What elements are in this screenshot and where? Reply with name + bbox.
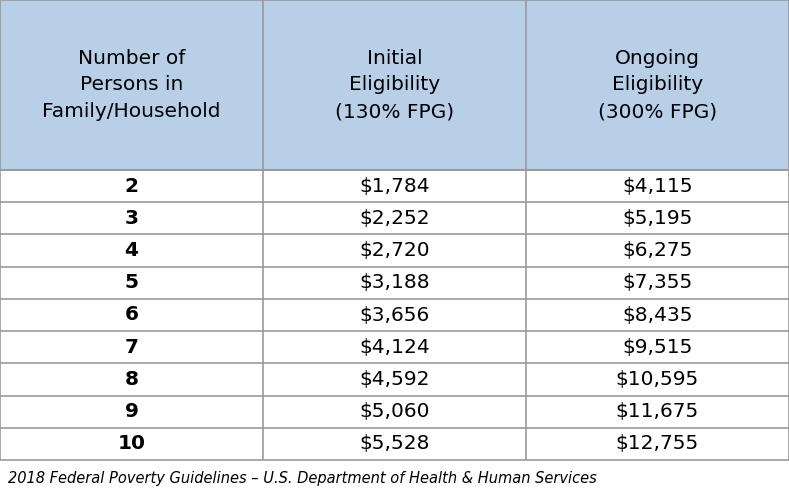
Bar bbox=[526, 202, 789, 235]
Bar bbox=[263, 299, 526, 331]
Text: $9,515: $9,515 bbox=[623, 338, 693, 357]
Bar bbox=[526, 331, 789, 364]
Text: $4,124: $4,124 bbox=[359, 338, 430, 357]
Bar bbox=[526, 235, 789, 267]
Bar bbox=[0, 170, 263, 202]
Text: 7: 7 bbox=[125, 338, 139, 357]
Text: $1,784: $1,784 bbox=[359, 177, 430, 195]
Bar bbox=[0, 299, 263, 331]
Text: $11,675: $11,675 bbox=[616, 402, 699, 421]
Text: 6: 6 bbox=[125, 306, 139, 324]
Text: $2,252: $2,252 bbox=[359, 209, 430, 228]
Text: 4: 4 bbox=[125, 241, 139, 260]
Text: 10: 10 bbox=[118, 434, 145, 453]
Text: $12,755: $12,755 bbox=[616, 434, 699, 453]
Text: 2: 2 bbox=[125, 177, 139, 195]
Bar bbox=[0, 0, 263, 170]
Text: 5: 5 bbox=[125, 273, 139, 292]
Bar bbox=[526, 428, 789, 460]
Bar bbox=[263, 331, 526, 364]
Bar bbox=[263, 428, 526, 460]
Bar bbox=[263, 170, 526, 202]
Bar bbox=[263, 235, 526, 267]
Text: $8,435: $8,435 bbox=[623, 306, 693, 324]
Text: $4,115: $4,115 bbox=[623, 177, 693, 195]
Text: $3,188: $3,188 bbox=[359, 273, 430, 292]
Bar bbox=[263, 0, 526, 170]
Bar bbox=[263, 202, 526, 235]
Bar bbox=[0, 331, 263, 364]
Text: $6,275: $6,275 bbox=[623, 241, 693, 260]
Text: 3: 3 bbox=[125, 209, 139, 228]
Bar bbox=[526, 267, 789, 299]
Text: Ongoing
Eligibility
(300% FPG): Ongoing Eligibility (300% FPG) bbox=[598, 49, 717, 121]
Bar bbox=[526, 299, 789, 331]
Bar bbox=[0, 395, 263, 428]
Bar bbox=[263, 267, 526, 299]
Bar bbox=[526, 395, 789, 428]
Bar bbox=[0, 364, 263, 395]
Bar bbox=[0, 235, 263, 267]
Bar bbox=[263, 364, 526, 395]
Text: 8: 8 bbox=[125, 370, 139, 389]
Bar bbox=[526, 0, 789, 170]
Text: Number of
Persons in
Family/Household: Number of Persons in Family/Household bbox=[43, 49, 221, 121]
Bar bbox=[526, 364, 789, 395]
Bar bbox=[0, 267, 263, 299]
Text: $2,720: $2,720 bbox=[359, 241, 430, 260]
Text: $7,355: $7,355 bbox=[623, 273, 693, 292]
Bar bbox=[263, 395, 526, 428]
Text: 2018 Federal Poverty Guidelines – U.S. Department of Health & Human Services: 2018 Federal Poverty Guidelines – U.S. D… bbox=[8, 471, 596, 486]
Bar bbox=[526, 170, 789, 202]
Text: $4,592: $4,592 bbox=[359, 370, 430, 389]
Text: Initial
Eligibility
(130% FPG): Initial Eligibility (130% FPG) bbox=[335, 49, 454, 121]
Text: $5,060: $5,060 bbox=[359, 402, 430, 421]
Text: 9: 9 bbox=[125, 402, 138, 421]
Bar bbox=[0, 202, 263, 235]
Text: $5,528: $5,528 bbox=[359, 434, 430, 453]
Text: $3,656: $3,656 bbox=[359, 306, 430, 324]
Text: $5,195: $5,195 bbox=[623, 209, 693, 228]
Bar bbox=[0, 428, 263, 460]
Text: $10,595: $10,595 bbox=[616, 370, 699, 389]
